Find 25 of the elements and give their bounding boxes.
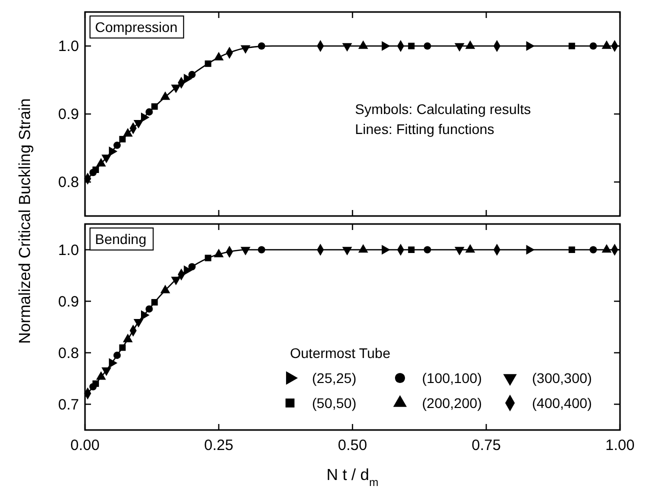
x-tick-label: 1.00	[605, 437, 635, 454]
legend-label: (400,400)	[532, 395, 592, 411]
legend-label: (25,25)	[312, 370, 356, 386]
y-tick-label: 0.8	[58, 174, 79, 191]
legend-label: (200,200)	[422, 395, 482, 411]
y-tick-label: 1.0	[58, 242, 79, 259]
x-tick-label: 0.50	[338, 437, 368, 454]
x-tick-label: 0.25	[204, 437, 234, 454]
legend-label: (300,300)	[532, 370, 592, 386]
legend-label: (100,100)	[422, 370, 482, 386]
x-tick-label: 0.75	[472, 437, 501, 454]
annotation: Lines: Fitting functions	[355, 121, 494, 137]
y-tick-label: 0.9	[58, 293, 79, 310]
y-tick-label: 1.0	[58, 38, 79, 55]
x-tick-label: 0.00	[70, 437, 100, 454]
legend-label: (50,50)	[312, 395, 356, 411]
annotation: Bending	[95, 231, 146, 247]
annotation: Compression	[95, 19, 178, 35]
y-tick-label: 0.9	[58, 106, 79, 123]
y-tick-label: 0.7	[58, 396, 79, 414]
x-axis-title: N t / d$_{m}$	[326, 467, 379, 489]
y-axis-title: Normalized Critical Buckling Strain	[17, 98, 34, 344]
annotation: Symbols: Calculating results	[355, 101, 531, 117]
legend-title: Outermost Tube	[290, 345, 391, 361]
y-tick-label: 0.8	[58, 344, 79, 362]
